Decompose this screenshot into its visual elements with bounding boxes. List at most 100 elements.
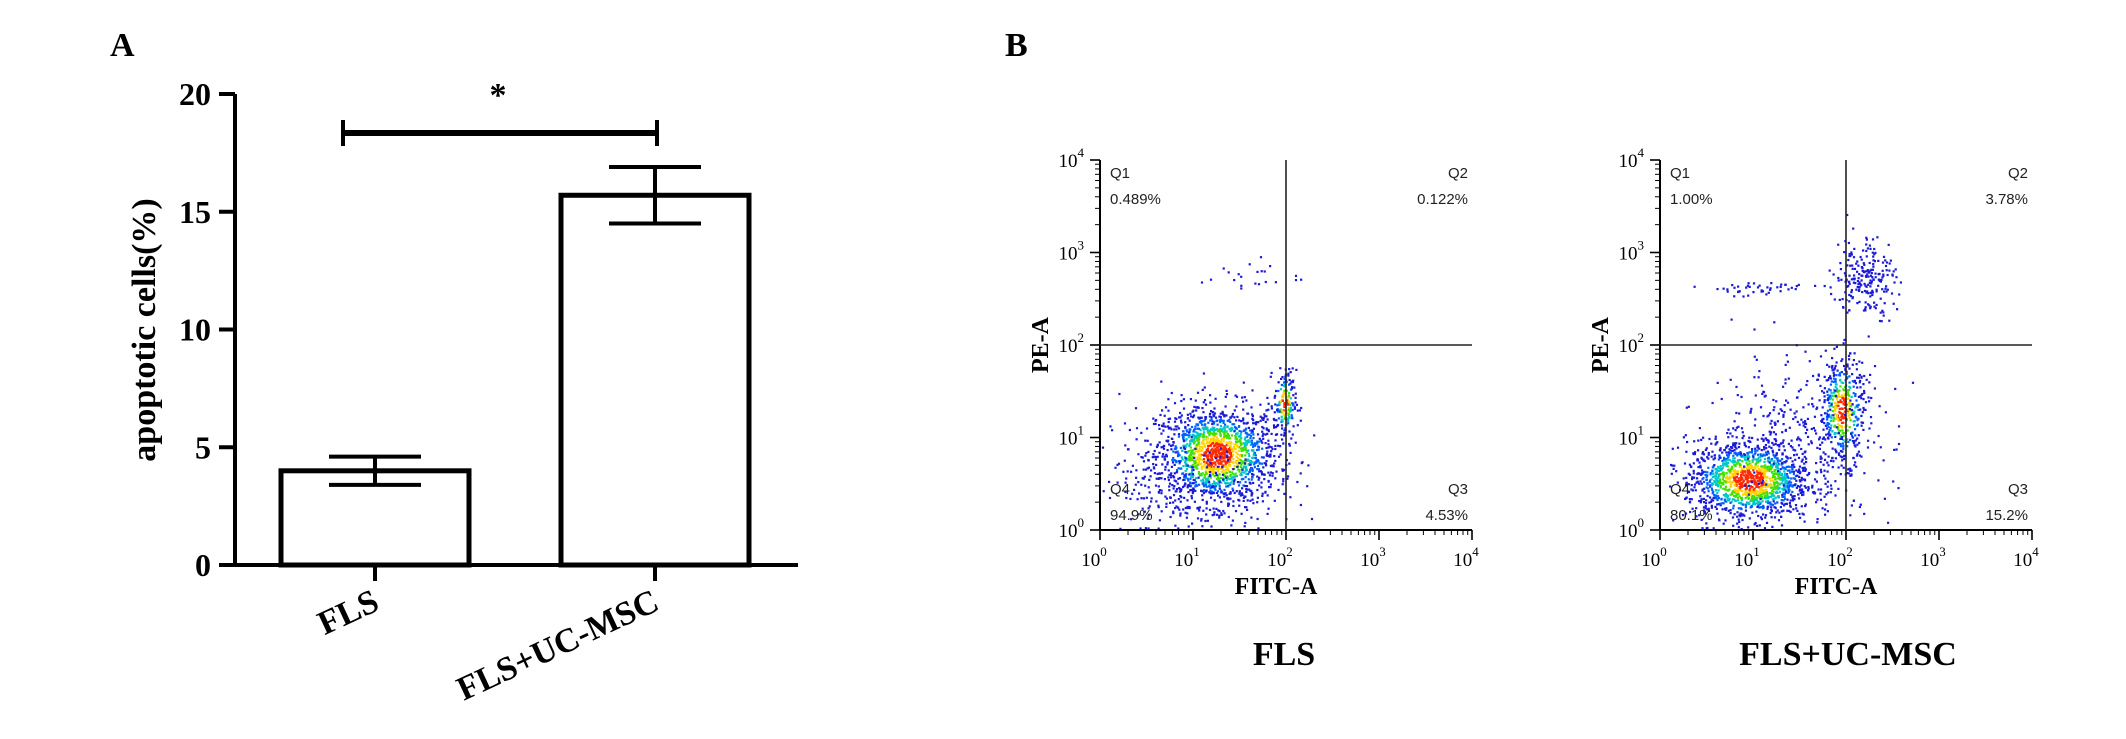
scatter-point — [1842, 439, 1845, 442]
scatter-point — [1183, 476, 1186, 479]
scatter-point — [1762, 476, 1765, 479]
scatter-point — [1861, 291, 1864, 294]
scatter-point — [1818, 399, 1821, 402]
scatter-point — [1776, 477, 1779, 480]
scatter-point — [1693, 452, 1696, 456]
scatter-point — [1816, 406, 1819, 409]
scatter-point — [1203, 485, 1206, 488]
scatter-point — [1158, 489, 1161, 492]
scatter-point — [1238, 453, 1242, 456]
scatter-point — [1234, 426, 1238, 430]
scatter-point — [1849, 399, 1852, 402]
scatter-point — [1212, 466, 1216, 469]
x-tick-label: 102 — [1827, 544, 1853, 571]
scatter-point — [1759, 494, 1762, 497]
scatter-point — [1225, 393, 1229, 396]
scatter-point — [1215, 442, 1218, 445]
scatter-point — [1857, 408, 1860, 411]
scatter-point — [1869, 274, 1873, 277]
scatter-point — [1846, 438, 1849, 441]
scatter-point — [1690, 484, 1693, 487]
scatter-point — [1202, 420, 1205, 423]
scatter-point — [1834, 424, 1837, 427]
scatter-point — [1699, 501, 1702, 504]
scatter-point — [1281, 427, 1284, 430]
scatter-point — [1233, 409, 1236, 412]
scatter-point — [1702, 451, 1705, 454]
scatter-point — [1202, 434, 1205, 437]
scatter-point — [1196, 462, 1199, 465]
scatter-point — [1850, 289, 1853, 292]
scatter-point — [1241, 396, 1244, 399]
scatter-point — [1240, 437, 1243, 440]
flow-plot: 100100101101102102103103104104FITC-APE-A… — [1588, 145, 2039, 673]
scatter-point — [1851, 403, 1854, 406]
scatter-point — [1764, 451, 1768, 454]
scatter-point — [1123, 459, 1126, 462]
scatter-point — [1890, 292, 1894, 295]
scatter-point — [1789, 481, 1793, 484]
scatter-point — [1261, 500, 1264, 503]
scatter-point — [1224, 395, 1227, 398]
scatter-point — [1781, 441, 1784, 444]
scatter-point — [1759, 473, 1763, 476]
scatter-point — [1755, 490, 1758, 493]
scatter-point — [1154, 422, 1157, 425]
scatter-point — [1175, 505, 1178, 508]
scatter-point — [1835, 398, 1838, 401]
scatter-point — [1691, 476, 1694, 479]
scatter-point — [1741, 485, 1744, 488]
scatter-point — [1209, 458, 1212, 461]
scatter-point — [1791, 499, 1795, 502]
scatter-point — [1720, 397, 1723, 401]
scatter-point — [1224, 405, 1227, 408]
scatter-point — [1827, 491, 1830, 494]
scatter-point — [1250, 439, 1253, 442]
scatter-point — [1740, 470, 1743, 473]
scatter-point — [1209, 428, 1213, 431]
scatter-point — [1147, 466, 1151, 469]
scatter-point — [1766, 482, 1769, 485]
scatter-point — [1714, 443, 1717, 446]
scatter-point — [1197, 427, 1201, 430]
scatter-point — [1209, 489, 1212, 492]
scatter-point — [1102, 490, 1105, 493]
scatter-point — [1250, 516, 1253, 519]
y-tick-label: 101 — [1059, 423, 1085, 450]
scatter-point — [1294, 396, 1297, 399]
scatter-point — [1794, 416, 1797, 419]
scatter-point — [1764, 437, 1767, 440]
scatter-point — [1244, 432, 1247, 435]
scatter-point — [1184, 511, 1187, 514]
scatter-point — [1776, 286, 1779, 289]
scatter-point — [1184, 447, 1187, 450]
scatter-point — [1871, 291, 1874, 294]
scatter-point — [1215, 482, 1218, 485]
scatter-point — [1742, 295, 1745, 298]
scatter-point — [1724, 457, 1727, 461]
scatter-point — [1236, 432, 1239, 435]
scatter-point — [1810, 442, 1813, 445]
scatter-point — [1172, 494, 1176, 497]
scatter-point — [1173, 459, 1176, 462]
scatter-point — [1203, 474, 1206, 477]
scatter-point — [1262, 418, 1265, 421]
scatter-point — [1212, 467, 1215, 470]
scatter-point — [1833, 388, 1836, 391]
scatter-point — [1266, 418, 1269, 421]
scatter-point — [1155, 463, 1158, 466]
scatter-point — [1802, 469, 1805, 472]
scatter-point — [1193, 465, 1196, 468]
scatter-point — [1858, 454, 1861, 457]
scatter-point — [1771, 451, 1775, 454]
scatter-point — [1753, 466, 1756, 469]
scatter-point — [1240, 512, 1243, 515]
scatter-point — [1837, 432, 1840, 435]
scatter-point — [1267, 446, 1270, 449]
scatter-point — [1172, 450, 1175, 453]
scatter-point — [1748, 490, 1751, 494]
scatter-point — [1773, 470, 1776, 473]
scatter-point — [1754, 521, 1757, 525]
scatter-point — [1751, 491, 1754, 494]
scatter-point — [1741, 478, 1744, 481]
